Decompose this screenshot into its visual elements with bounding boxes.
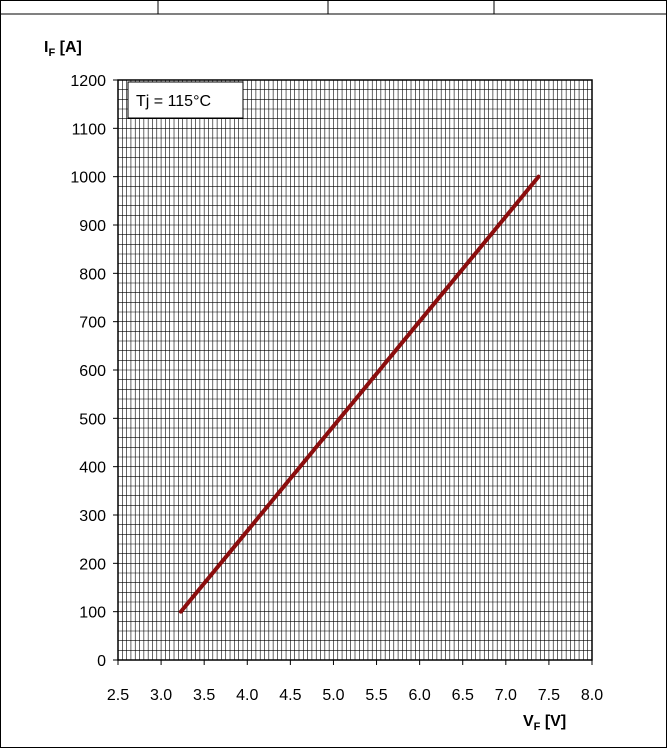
plot-area-border bbox=[117, 79, 593, 661]
x-tick-label: 7.5 bbox=[538, 687, 560, 704]
y-axis-title-sub: F bbox=[48, 47, 55, 59]
x-axis-title: VF [V] bbox=[523, 713, 566, 733]
y-tick-label: 500 bbox=[79, 411, 106, 428]
series-line bbox=[178, 174, 541, 614]
x-tick-label: 3.0 bbox=[150, 687, 172, 704]
x-tick-label: 4.5 bbox=[279, 687, 301, 704]
x-tick-label: 7.0 bbox=[495, 687, 517, 704]
y-tick-label: 1000 bbox=[70, 170, 106, 187]
y-tick-label: 300 bbox=[79, 508, 106, 525]
y-axis-title-main: I bbox=[44, 39, 48, 56]
y-tick-label: 100 bbox=[79, 605, 106, 622]
x-tick-label: 6.0 bbox=[409, 687, 431, 704]
y-tick-label: 800 bbox=[79, 266, 106, 283]
x-tick-label: 3.5 bbox=[193, 687, 215, 704]
annotation-text: Tj = 115°C bbox=[136, 93, 211, 110]
y-tick-label: 700 bbox=[79, 315, 106, 332]
y-tick-label: 0 bbox=[97, 653, 106, 670]
y-axis-title-unit: [A] bbox=[55, 39, 82, 56]
x-axis-title-unit: [V] bbox=[540, 713, 566, 730]
plot-grid bbox=[118, 80, 592, 660]
y-tick-label: 1200 bbox=[70, 73, 106, 90]
y-axis-title: IF [A] bbox=[44, 39, 82, 59]
y-tick-label: 400 bbox=[79, 460, 106, 477]
plot-series bbox=[178, 174, 541, 614]
axis-ticks: 0 100 200 300 400 500 600 700 800 900 1000 1100 1200… bbox=[70, 73, 603, 704]
x-axis-title-main: V bbox=[523, 713, 534, 730]
x-tick-label: 8.0 bbox=[581, 687, 603, 704]
annotation-box bbox=[127, 81, 244, 119]
x-tick-label: 6.5 bbox=[452, 687, 474, 704]
y-tick-label: 900 bbox=[79, 218, 106, 235]
temperature-annotation: Tj = 115°C bbox=[127, 81, 244, 119]
y-tick-label: 600 bbox=[79, 363, 106, 380]
y-tick-label: 200 bbox=[79, 556, 106, 573]
x-tick-label: 5.5 bbox=[365, 687, 387, 704]
x-tick-label: 2.5 bbox=[107, 687, 129, 704]
x-axis-title-sub: F bbox=[534, 721, 541, 733]
x-tick-label: 5.0 bbox=[322, 687, 344, 704]
y-tick-label: 1100 bbox=[72, 121, 107, 138]
x-tick-label: 4.0 bbox=[236, 687, 258, 704]
